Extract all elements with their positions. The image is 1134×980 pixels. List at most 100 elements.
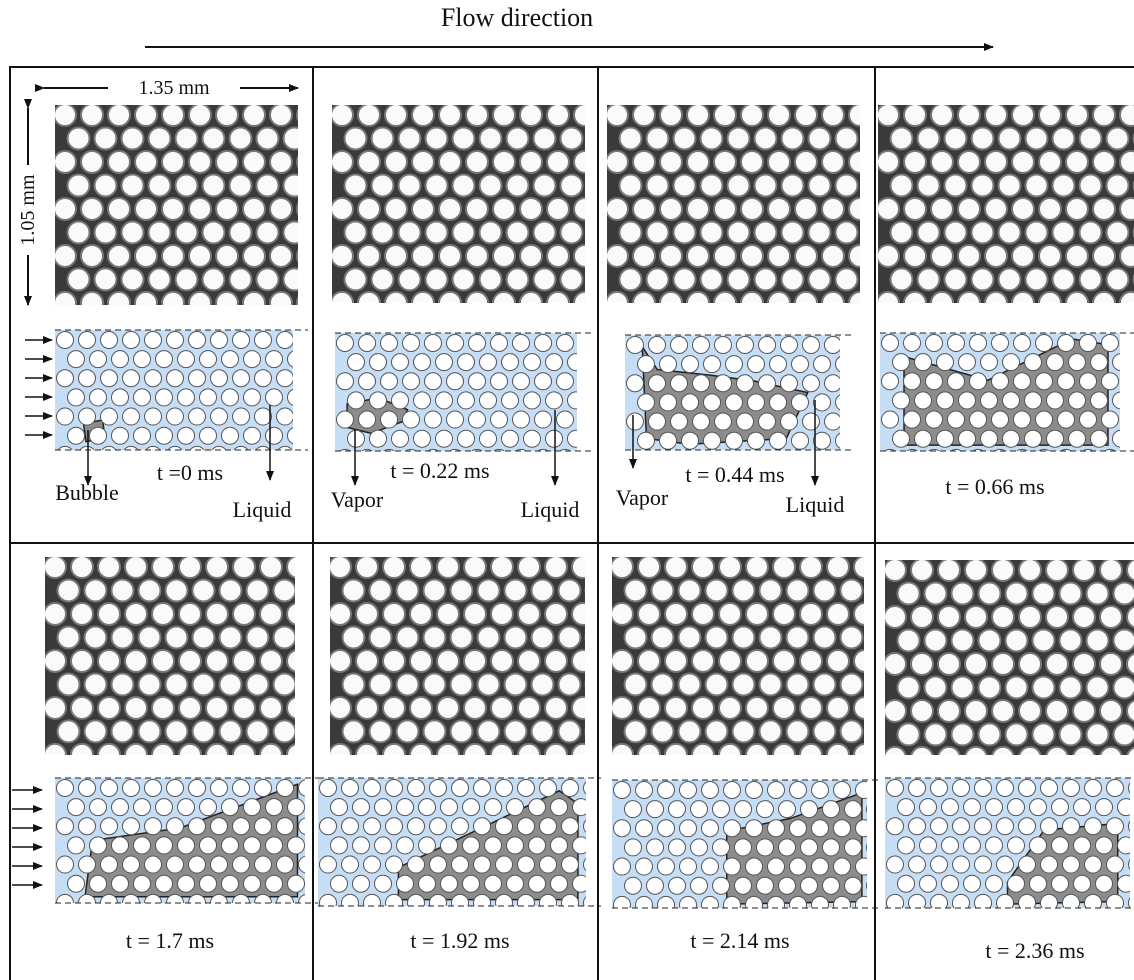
pore [424,579,446,601]
pore [412,151,434,173]
pore [938,606,960,628]
pore [392,430,409,447]
pore [931,856,948,873]
pore [986,837,1003,854]
pore [1041,818,1058,835]
pore [1012,292,1034,314]
pore [728,268,750,290]
pore [579,411,596,428]
pore [345,268,367,290]
pore [257,127,279,149]
pore [507,875,524,892]
pore [101,370,118,387]
pore [95,221,117,243]
pore [1096,913,1113,930]
pore [1096,875,1113,892]
pore [904,104,926,126]
pore [814,626,836,648]
pore [938,559,960,581]
pore [606,151,628,173]
pore [399,268,421,290]
pore [1080,411,1097,428]
pore [1047,354,1064,371]
pore [112,626,134,648]
pore [1107,894,1124,911]
pore [507,799,524,816]
pore [728,174,750,196]
pore [331,875,348,892]
pore [647,801,664,818]
pore [505,720,527,742]
pore [430,856,447,873]
pore [948,411,965,428]
pore [952,629,974,651]
pore [1107,818,1124,835]
pore [81,104,103,126]
pore [71,697,93,719]
pore [649,337,666,354]
pore [112,875,129,892]
pore [386,894,403,911]
pore [671,375,688,392]
pore [975,894,992,911]
pore [54,104,76,126]
pore [882,411,899,428]
pore [638,697,660,719]
pore [714,245,736,267]
pore [139,626,161,648]
pore [123,856,140,873]
pore [638,356,655,373]
pore [397,799,414,816]
pore [135,292,157,314]
pore [911,606,933,628]
pore [997,780,1014,797]
pore [79,780,96,797]
time-label: t = 1.7 ms [126,928,214,953]
pore [408,818,425,835]
pore [524,392,541,409]
pore [244,799,261,816]
pore [1026,127,1048,149]
pore [123,332,140,349]
pore [274,579,296,601]
pore [759,375,776,392]
pore [342,856,359,873]
pore [79,408,96,425]
pore [572,744,594,766]
pore [79,370,96,387]
pore [532,626,554,648]
pore [790,896,807,913]
pore [701,127,723,149]
pore [979,723,1001,745]
pore [809,221,831,243]
pore [847,413,864,430]
pore [979,582,1001,604]
pore [485,799,502,816]
pore [1053,127,1075,149]
pore [724,820,741,837]
pore [877,292,899,314]
pore [342,818,359,835]
pore [301,579,323,601]
pore [220,626,242,648]
pore [123,446,140,463]
pore [884,747,906,769]
pore [1085,818,1102,835]
pore [792,394,809,411]
pore [162,245,184,267]
pore [358,292,380,314]
pore [372,174,394,196]
pore [178,351,195,368]
pore [358,198,380,220]
pore [397,720,419,742]
pore [925,723,947,745]
pore [447,335,464,352]
pore [652,720,674,742]
pore [520,104,542,126]
pore [658,820,675,837]
pore [920,837,937,854]
pore [68,837,85,854]
pore [770,394,787,411]
pore [611,556,633,578]
pore [660,292,682,314]
